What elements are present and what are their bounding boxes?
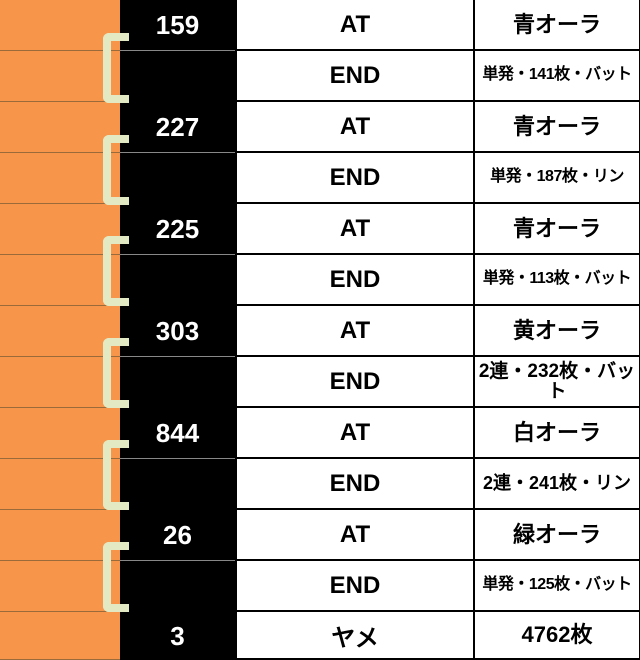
game-count: [120, 255, 235, 306]
bonus-type: AT: [235, 0, 473, 51]
bonus-type: END: [235, 255, 473, 306]
chain-bracket-icon: [103, 135, 129, 205]
game-count: [120, 51, 235, 102]
game-count: 159: [120, 0, 235, 51]
row-marker: [0, 510, 120, 561]
chain-bracket-icon: [103, 542, 129, 612]
chain-bracket-icon: [103, 236, 129, 306]
result-text: 青オーラ: [473, 102, 640, 153]
game-count: [120, 153, 235, 204]
result-text: 単発・125枚・バット: [473, 561, 640, 612]
table-row: 225 AT 青オーラ: [0, 204, 640, 255]
chain-bracket-icon: [103, 338, 129, 408]
row-marker: [0, 0, 120, 51]
game-count: 3: [120, 612, 235, 660]
table-row: END 単発・141枚・バット: [0, 51, 640, 102]
row-marker: [0, 612, 120, 660]
bonus-type: ヤメ: [235, 612, 473, 660]
game-count: [120, 357, 235, 408]
result-text: 青オーラ: [473, 204, 640, 255]
game-count: [120, 459, 235, 510]
bonus-type: AT: [235, 204, 473, 255]
result-text: 白オーラ: [473, 408, 640, 459]
row-marker: [0, 204, 120, 255]
table-row: END 単発・187枚・リン: [0, 153, 640, 204]
row-marker: [0, 561, 120, 612]
table-row: 303 AT 黄オーラ: [0, 306, 640, 357]
bonus-type: AT: [235, 408, 473, 459]
game-count: [120, 561, 235, 612]
table-row: END 2連・241枚・リン: [0, 459, 640, 510]
result-text: 単発・187枚・リン: [473, 153, 640, 204]
result-text: 黄オーラ: [473, 306, 640, 357]
result-text: 2連・232枚・バット: [473, 357, 640, 408]
result-text: 2連・241枚・リン: [473, 459, 640, 510]
row-marker: [0, 153, 120, 204]
chain-bracket-icon: [103, 440, 129, 510]
game-count: 303: [120, 306, 235, 357]
row-marker: [0, 306, 120, 357]
bonus-type: AT: [235, 510, 473, 561]
result-text: 単発・141枚・バット: [473, 51, 640, 102]
result-text: 単発・113枚・バット: [473, 255, 640, 306]
game-count: 26: [120, 510, 235, 561]
table-row: 3 ヤメ 4762枚: [0, 612, 640, 660]
row-marker: [0, 408, 120, 459]
bonus-type: END: [235, 51, 473, 102]
table-row: END 単発・125枚・バット: [0, 561, 640, 612]
game-count: 227: [120, 102, 235, 153]
row-marker: [0, 357, 120, 408]
table-row: END 単発・113枚・バット: [0, 255, 640, 306]
game-count: 844: [120, 408, 235, 459]
bonus-type: AT: [235, 102, 473, 153]
bonus-type: END: [235, 459, 473, 510]
game-count: 225: [120, 204, 235, 255]
bonus-type: END: [235, 153, 473, 204]
bonus-type: END: [235, 357, 473, 408]
result-text: 緑オーラ: [473, 510, 640, 561]
row-marker: [0, 51, 120, 102]
table-row: 159 AT 青オーラ: [0, 0, 640, 51]
table-row: 844 AT 白オーラ: [0, 408, 640, 459]
result-text: 4762枚: [473, 612, 640, 660]
row-marker: [0, 255, 120, 306]
chain-bracket-icon: [103, 33, 129, 103]
bonus-type: AT: [235, 306, 473, 357]
row-marker: [0, 102, 120, 153]
result-text: 青オーラ: [473, 0, 640, 51]
table-row: 227 AT 青オーラ: [0, 102, 640, 153]
table-row: END 2連・232枚・バット: [0, 357, 640, 408]
bonus-type: END: [235, 561, 473, 612]
row-marker: [0, 459, 120, 510]
table-row: 26 AT 緑オーラ: [0, 510, 640, 561]
